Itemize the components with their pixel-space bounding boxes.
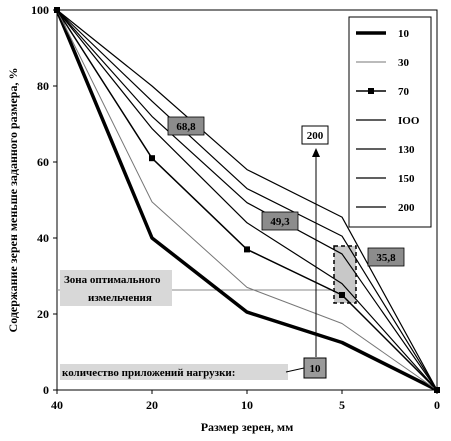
x-tick-label: 0 — [434, 398, 440, 412]
legend-box — [348, 16, 432, 228]
legend-label-130: 130 — [398, 144, 415, 156]
callout-49-box — [261, 211, 299, 231]
callout-68-box — [167, 116, 205, 136]
series-line-150 — [56, 9, 438, 391]
callout-35-box — [367, 247, 405, 267]
x-tick-label: 10 — [241, 398, 253, 412]
count-label: количество приложений нагрузки: — [62, 367, 235, 379]
legend-label-10: 10 — [398, 28, 410, 40]
load-arrow-head — [312, 148, 320, 157]
legend-label-200: 200 — [398, 202, 415, 214]
count-label-bg — [60, 364, 288, 380]
series-line-30 — [56, 9, 438, 391]
x-tick-label: 5 — [339, 398, 345, 412]
callout-68-label: 68,8 — [176, 121, 196, 133]
zone-label-bg — [60, 270, 172, 306]
y-tick-label: 80 — [37, 79, 49, 93]
series-line-200 — [56, 9, 438, 391]
series-marker-70 — [244, 246, 250, 253]
count-pointer — [285, 367, 305, 373]
y-tick-label: 20 — [37, 307, 49, 321]
y-tick-label: 60 — [37, 155, 49, 169]
legend-label-70: 70 — [398, 86, 410, 98]
x-axis: 40 20 10 5 0 — [51, 390, 440, 412]
zone-label-line-2: измельчения — [88, 292, 152, 304]
x-tick-label: 40 — [51, 398, 63, 412]
y-tick-label: 100 — [31, 3, 49, 17]
y-tick-label: 40 — [37, 231, 49, 245]
zone-label-line-1: Зона оптимального — [64, 274, 161, 286]
y-axis-title: Содержание зерен меньше заданного размер… — [6, 68, 20, 333]
y-axis: 0 20 40 60 80 100 — [31, 3, 57, 397]
callout-49-label: 49,3 — [270, 216, 290, 228]
arrow-top-box — [301, 125, 329, 145]
series-marker-70 — [149, 155, 155, 162]
callout-35-label: 35,8 — [376, 252, 396, 264]
legend-label-150: 150 — [398, 173, 415, 185]
legend-label-100: IOO — [398, 115, 420, 127]
series-marker-70 — [339, 292, 345, 298]
series-line-10 — [55, 9, 438, 392]
legend-marker-70 — [368, 88, 374, 94]
arrow-top-label: 200 — [307, 130, 324, 142]
x-tick-label: 20 — [146, 398, 158, 412]
series-line-130 — [56, 9, 438, 391]
legend: 10 30 70 IOO 130 150 200 — [356, 28, 420, 214]
x-axis-title: Размер зерен, мм — [201, 420, 294, 434]
series-line-100 — [56, 9, 438, 391]
series-markers — [54, 7, 440, 393]
series-end-point — [434, 387, 440, 393]
series-start-point — [54, 7, 60, 13]
arrow-bottom-label: 10 — [310, 363, 322, 375]
y-tick-label: 0 — [43, 383, 49, 397]
legend-label-30: 30 — [398, 57, 410, 69]
